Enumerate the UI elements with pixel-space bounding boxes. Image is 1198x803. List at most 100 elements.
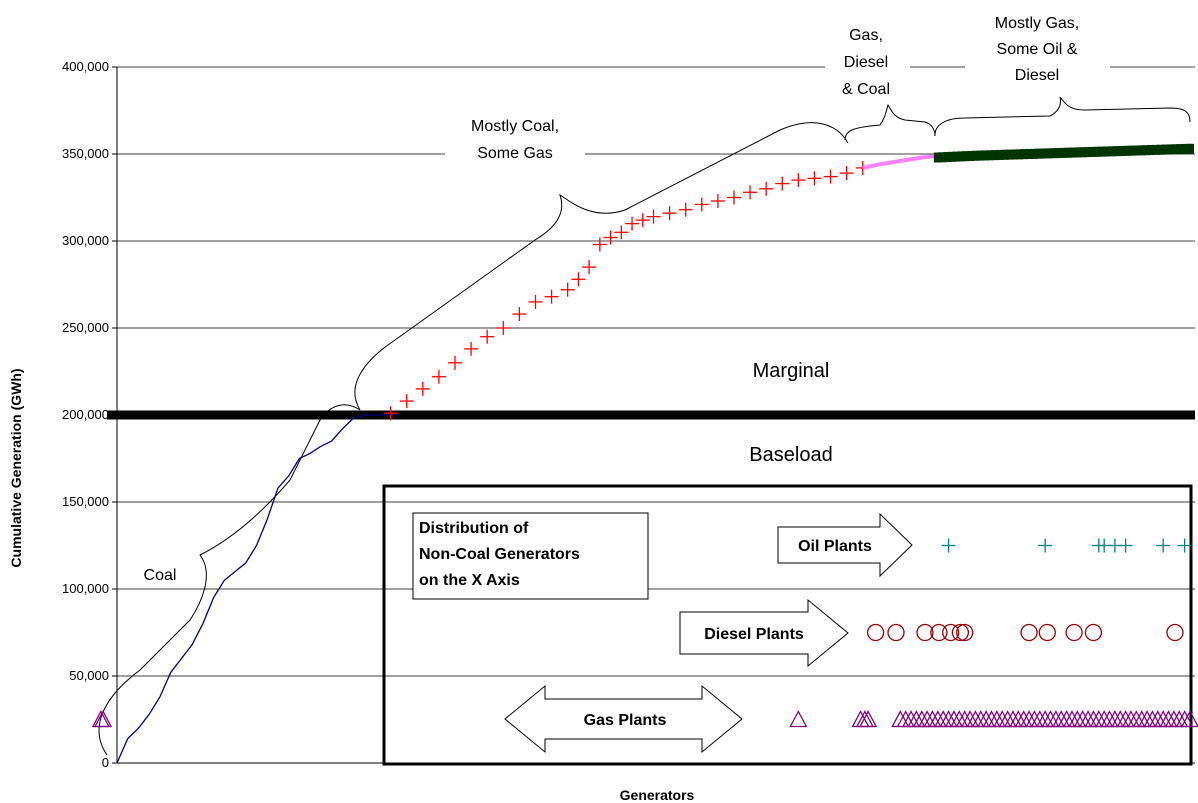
- square-marker: [1107, 146, 1116, 157]
- inset-title-line-2: Non-Coal Generators: [419, 546, 580, 563]
- square-marker: [947, 151, 956, 162]
- label-mostly-gas-2: Some Oil &: [997, 41, 1078, 58]
- y-tick-label: 300,000: [62, 233, 109, 248]
- plus-marker: [941, 538, 956, 553]
- triangle-marker: [1121, 710, 1141, 728]
- plus-marker: [823, 169, 838, 184]
- square-marker: [1117, 145, 1126, 156]
- square-marker: [976, 150, 985, 161]
- square-marker: [1166, 144, 1175, 155]
- label-mostly-gas-3: Diesel: [1015, 67, 1059, 84]
- triangle-marker: [859, 710, 878, 728]
- square-marker: [1171, 144, 1180, 155]
- square-marker: [995, 149, 1004, 160]
- square-marker: [1186, 143, 1194, 154]
- brace-mostly-gas: [934, 96, 1191, 136]
- plus-marker: [1118, 538, 1133, 553]
- triangle-marker: [1154, 710, 1173, 728]
- square-marker: [938, 152, 947, 163]
- oil-plants-label: Oil Plants: [798, 538, 872, 555]
- label-bg-mostly-coal: [445, 100, 585, 166]
- plus-marker: [662, 206, 677, 221]
- label-baseload: Baseload: [749, 444, 832, 466]
- square-marker: [957, 151, 966, 162]
- square-marker: [1020, 149, 1029, 160]
- square-marker: [1181, 143, 1190, 154]
- square-marker: [971, 150, 980, 161]
- plus-marker: [694, 197, 709, 212]
- plus-marker: [464, 341, 479, 356]
- square-marker: [1151, 144, 1160, 155]
- inset-title-line-3: on the X Axis: [419, 572, 520, 589]
- square-marker: [933, 152, 942, 163]
- square-marker: [1000, 149, 1009, 160]
- triangle-marker: [1180, 710, 1198, 728]
- square-marker: [1088, 146, 1097, 157]
- circle-marker: [942, 623, 960, 642]
- series-line-2: [862, 153, 939, 170]
- square-marker: [1137, 145, 1146, 156]
- square-marker: [1078, 147, 1087, 158]
- plus-marker: [791, 173, 806, 188]
- square-marker: [990, 150, 999, 161]
- square-marker: [1025, 149, 1034, 159]
- square-marker: [1142, 145, 1151, 156]
- circle-marker: [1166, 623, 1184, 642]
- square-marker: [1010, 149, 1019, 160]
- diesel-plants-label: Diesel Plants: [704, 626, 804, 643]
- inset-title-box: [412, 512, 649, 600]
- triangle-marker: [1089, 710, 1108, 728]
- triangle-marker: [1084, 710, 1103, 728]
- triangle-marker: [1014, 710, 1033, 728]
- plus-marker: [839, 166, 854, 181]
- plus-marker: [528, 294, 543, 309]
- plus-marker: [807, 171, 822, 186]
- plus-marker: [582, 260, 597, 275]
- plus-marker: [447, 355, 462, 370]
- series-layer: [91, 143, 1198, 764]
- triangle-marker: [1068, 710, 1087, 728]
- plus-marker: [512, 307, 527, 322]
- triangle-marker: [1164, 710, 1183, 728]
- plus-marker: [544, 289, 559, 304]
- label-bg-gas-diesel-coal: [825, 15, 910, 103]
- plus-marker: [383, 406, 398, 421]
- triangle-marker: [1036, 710, 1055, 728]
- square-marker: [1059, 147, 1068, 158]
- triangle-marker: [918, 710, 937, 728]
- triangle-marker: [1041, 710, 1060, 728]
- plus-marker: [635, 213, 650, 228]
- triangle-marker: [950, 710, 969, 728]
- triangle-marker: [998, 710, 1017, 728]
- plus-marker: [710, 193, 725, 208]
- circle-marker: [1020, 623, 1038, 642]
- triangle-marker: [1078, 710, 1098, 728]
- plus-marker: [625, 216, 640, 231]
- diesel-plants-arrow: Diesel Plants: [679, 598, 849, 668]
- square-marker: [1093, 146, 1102, 157]
- y-tick-label: 400,000: [62, 59, 109, 74]
- triangle-marker: [939, 710, 958, 728]
- y-tick-labels: 0 50,000 100,000 150,000 200,000 250,000 300,0…: [62, 59, 109, 770]
- triangle-marker: [955, 710, 974, 728]
- square-marker: [1039, 148, 1048, 159]
- triangle-marker: [1009, 710, 1028, 728]
- triangle-marker: [987, 710, 1006, 728]
- triangle-marker: [966, 710, 985, 728]
- brace-coal: [98, 404, 361, 756]
- plus-marker: [775, 176, 790, 191]
- plus-marker: [399, 394, 414, 409]
- plus-marker: [603, 230, 618, 245]
- square-marker: [1073, 147, 1082, 158]
- triangle-marker: [1148, 710, 1167, 728]
- label-mostly-coal-1: Mostly Coal,: [471, 118, 559, 135]
- square-marker: [1034, 148, 1043, 159]
- triangle-marker: [1046, 710, 1065, 728]
- triangle-marker: [93, 710, 113, 728]
- plus-marker: [496, 321, 511, 335]
- y-tick-label: 350,000: [62, 146, 109, 161]
- y-tick-label: 200,000: [62, 407, 109, 422]
- y-tick-label: 250,000: [62, 320, 109, 335]
- plus-marker: [1156, 538, 1171, 553]
